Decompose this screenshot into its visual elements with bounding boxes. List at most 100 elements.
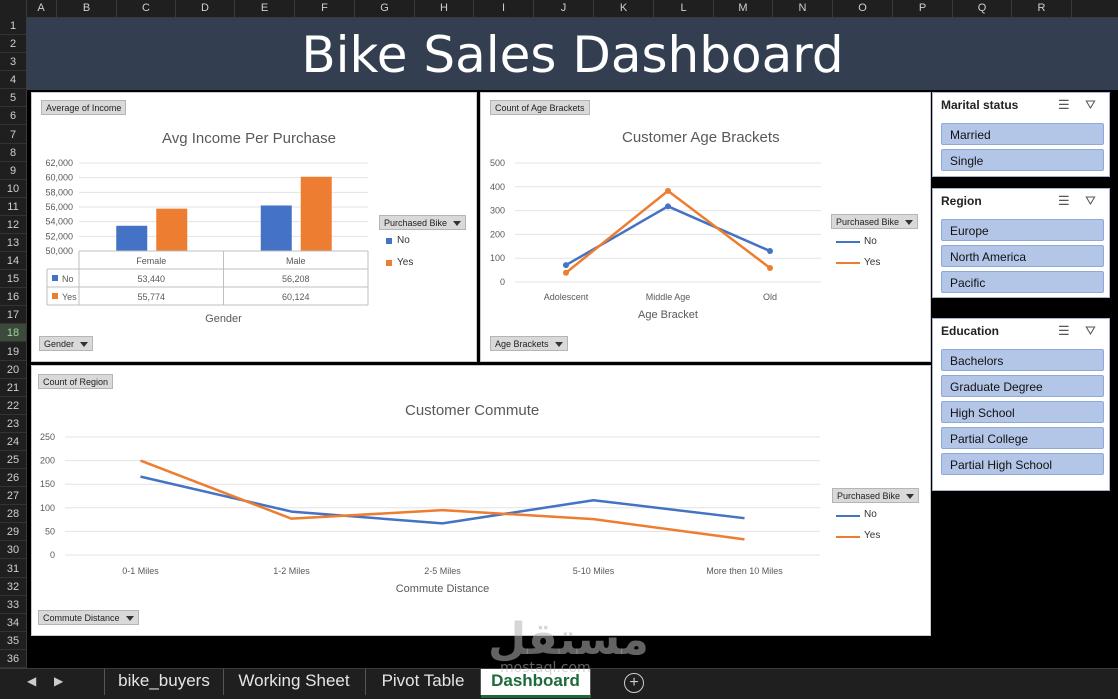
column-header-g[interactable]: G: [355, 0, 415, 17]
row-header-3[interactable]: 3: [0, 53, 26, 72]
row-header-8[interactable]: 8: [0, 144, 26, 162]
row-header-29[interactable]: 29: [0, 523, 26, 542]
row-header-9[interactable]: 9: [0, 162, 26, 180]
row-header-26[interactable]: 26: [0, 469, 26, 488]
row-header-18[interactable]: 18: [0, 324, 26, 343]
axis-field-button-age-brackets[interactable]: Age Brackets: [490, 336, 568, 351]
select-all-corner[interactable]: [0, 0, 27, 17]
row-header-20[interactable]: 20: [0, 361, 26, 379]
row-header-27[interactable]: 27: [0, 487, 26, 506]
row-header-31[interactable]: 31: [0, 560, 26, 578]
slicer-marital-status[interactable]: Marital status ☰ ⛛ Married Single: [932, 92, 1110, 177]
age-value-field-button[interactable]: Count of Age Brackets: [490, 100, 590, 115]
slicer-education[interactable]: Education ☰ ⛛ Bachelors Graduate Degree …: [932, 318, 1110, 491]
multi-select-icon[interactable]: ☰: [1058, 97, 1070, 112]
row-header-24[interactable]: 24: [0, 433, 26, 451]
row-header-1[interactable]: 1: [0, 17, 26, 36]
column-header-m[interactable]: M: [714, 0, 773, 17]
row-header-19[interactable]: 19: [0, 343, 26, 361]
row-header-32[interactable]: 32: [0, 578, 26, 596]
row-header-23[interactable]: 23: [0, 415, 26, 433]
row-header-35[interactable]: 35: [0, 632, 26, 650]
row-header-6[interactable]: 6: [0, 107, 26, 126]
row-header-5[interactable]: 5: [0, 89, 26, 108]
age-chart-panel[interactable]: Count of Age Brackets Customer Age Brack…: [480, 92, 931, 362]
column-header-q[interactable]: Q: [953, 0, 1012, 17]
tab-bike-buyers[interactable]: bike_buyers: [104, 669, 224, 695]
clear-filter-icon[interactable]: ⛛: [1085, 323, 1096, 338]
slicer-region[interactable]: Region ☰ ⛛ Europe North America Pacific: [932, 188, 1110, 298]
row-header-28[interactable]: 28: [0, 505, 26, 524]
commute-chart-panel[interactable]: Count of Region Customer Commute 250 200 1…: [31, 365, 931, 636]
slicer-item-north-america[interactable]: North America: [941, 245, 1104, 267]
row-header-4[interactable]: 4: [0, 71, 26, 90]
row-header-22[interactable]: 22: [0, 397, 26, 415]
income-value-field-button[interactable]: Average of Income: [41, 100, 127, 115]
column-header-h[interactable]: H: [415, 0, 474, 17]
slicer-item-pacific[interactable]: Pacific: [941, 271, 1104, 293]
column-header-l[interactable]: L: [654, 0, 714, 17]
bar-female-yes: [156, 208, 188, 251]
multi-select-icon[interactable]: ☰: [1058, 323, 1070, 338]
column-header-n[interactable]: N: [773, 0, 833, 17]
row-header-2[interactable]: 2: [0, 35, 26, 54]
row-header-10[interactable]: 10: [0, 180, 26, 198]
slicer-item-bachelors[interactable]: Bachelors: [941, 349, 1104, 371]
tab-working-sheet[interactable]: Working Sheet: [223, 669, 366, 695]
row-header-21[interactable]: 21: [0, 379, 26, 397]
column-header-i[interactable]: I: [474, 0, 534, 17]
x-category-label: 5-10 Miles: [573, 566, 615, 576]
series-line-yes: [140, 459, 745, 541]
scroll-left-icon[interactable]: ◀: [27, 674, 37, 688]
column-header-r[interactable]: R: [1012, 0, 1072, 17]
clear-filter-icon[interactable]: ⛛: [1085, 97, 1096, 112]
axis-field-button-gender[interactable]: Gender: [39, 336, 94, 351]
row-header-7[interactable]: 7: [0, 126, 26, 144]
slicer-item-single[interactable]: Single: [941, 149, 1104, 171]
column-header-d[interactable]: D: [176, 0, 235, 17]
slicer-item-graduate-degree[interactable]: Graduate Degree: [941, 375, 1104, 397]
row-header-16[interactable]: 16: [0, 288, 26, 307]
x-category-label: 1-2 Miles: [273, 566, 310, 576]
tab-pivot-table[interactable]: Pivot Table: [366, 669, 481, 695]
column-header-e[interactable]: E: [235, 0, 295, 17]
column-header-b[interactable]: B: [57, 0, 117, 17]
column-header-f[interactable]: F: [295, 0, 355, 17]
row-header-12[interactable]: 12: [0, 216, 26, 234]
row-header-11[interactable]: 11: [0, 198, 26, 216]
slicer-item-partial-college[interactable]: Partial College: [941, 427, 1104, 449]
axis-field-button-commute-distance[interactable]: Commute Distance: [38, 610, 139, 625]
legend-field-button-purchased-bike[interactable]: Purchased Bike: [831, 214, 919, 229]
slicer-item-partial-high-school[interactable]: Partial High School: [941, 453, 1104, 475]
slicer-item-high-school[interactable]: High School: [941, 401, 1104, 423]
multi-select-icon[interactable]: ☰: [1058, 193, 1070, 208]
legend-field-button-purchased-bike[interactable]: Purchased Bike: [832, 488, 920, 503]
row-header-36[interactable]: 36: [0, 650, 26, 668]
scroll-right-icon[interactable]: ▶: [54, 674, 64, 688]
x-category-label: 2-5 Miles: [424, 566, 461, 576]
slicer-item-married[interactable]: Married: [941, 123, 1104, 145]
row-header-17[interactable]: 17: [0, 306, 26, 325]
row-header-34[interactable]: 34: [0, 614, 26, 632]
income-chart-panel[interactable]: Average of Income Avg Income Per Purchas…: [31, 92, 477, 362]
row-header-25[interactable]: 25: [0, 451, 26, 470]
row-header-33[interactable]: 33: [0, 596, 26, 614]
commute-value-field-button[interactable]: Count of Region: [38, 374, 114, 389]
slicer-item-europe[interactable]: Europe: [941, 219, 1104, 241]
row-header-13[interactable]: 13: [0, 234, 26, 253]
column-header-a[interactable]: A: [26, 0, 57, 17]
row-header-14[interactable]: 14: [0, 252, 26, 271]
row-header-15[interactable]: 15: [0, 270, 26, 289]
clear-filter-icon[interactable]: ⛛: [1085, 193, 1096, 208]
chevron-down-icon: [906, 494, 915, 500]
legend-field-button-purchased-bike[interactable]: Purchased Bike: [379, 215, 467, 230]
column-header-p[interactable]: P: [893, 0, 953, 17]
column-header-j[interactable]: J: [534, 0, 594, 17]
column-header-k[interactable]: K: [594, 0, 654, 17]
add-sheet-icon[interactable]: +: [624, 673, 644, 693]
column-header-o[interactable]: O: [833, 0, 893, 17]
row-header-30[interactable]: 30: [0, 541, 26, 560]
column-header-c[interactable]: C: [117, 0, 176, 17]
tab-dashboard[interactable]: Dashboard: [481, 669, 591, 698]
